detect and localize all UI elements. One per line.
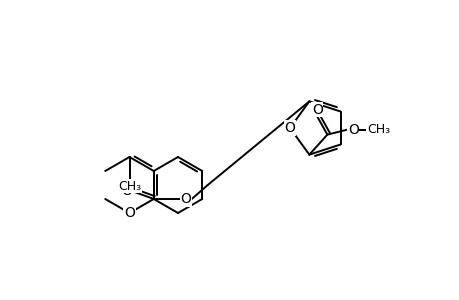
Text: O: O	[180, 192, 191, 206]
Text: O: O	[121, 184, 132, 198]
Text: CH₃: CH₃	[118, 179, 141, 193]
Text: O: O	[347, 123, 358, 136]
Text: O: O	[284, 121, 295, 135]
Text: O: O	[311, 103, 322, 117]
Text: CH₃: CH₃	[366, 123, 389, 136]
Text: O: O	[124, 206, 134, 220]
